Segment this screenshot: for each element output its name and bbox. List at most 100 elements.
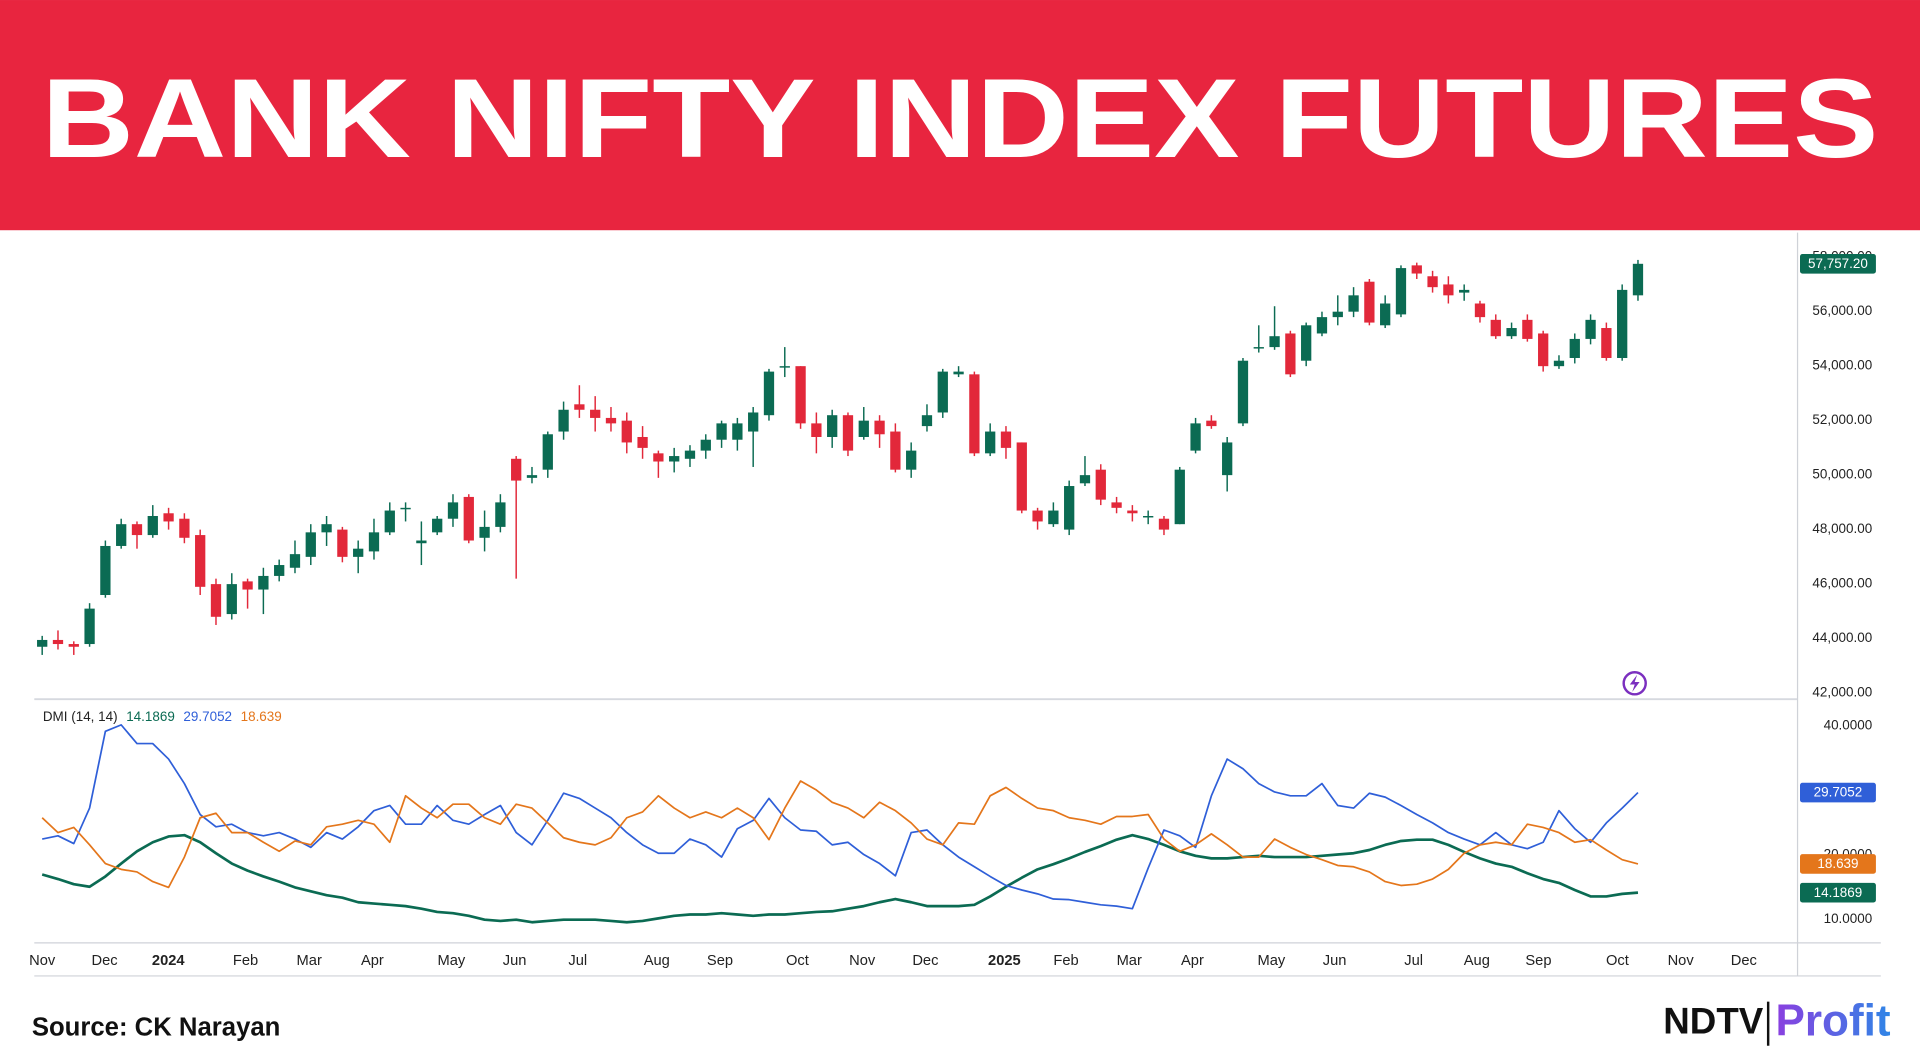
candle-body [37, 639, 48, 647]
x-tick-label: Feb [233, 953, 258, 969]
y-tick-label: 56,000.00 [1812, 303, 1872, 318]
candle-body [495, 502, 506, 527]
candle-body [52, 639, 64, 645]
x-tick-label: Mar [297, 953, 322, 969]
candle-body [842, 415, 854, 451]
candle-body [1237, 360, 1249, 424]
alert-icon-bolt [1629, 674, 1640, 692]
candle-body [337, 529, 348, 557]
candle-body [621, 420, 632, 443]
candle-body [985, 431, 996, 454]
y-tick-label: 40.0000 [1824, 718, 1873, 733]
last-value-badge [1800, 882, 1876, 903]
candle-body [653, 453, 664, 462]
candle-body [858, 420, 869, 437]
y-tick-label: 54,000.00 [1812, 358, 1872, 373]
candle-body [289, 554, 301, 568]
x-tick-label: Apr [1181, 953, 1204, 969]
candle-body [1474, 303, 1486, 318]
x-tick-label: Oct [786, 953, 809, 969]
candle-body [321, 524, 332, 533]
x-tick-label: Feb [1053, 953, 1078, 969]
candle-body [574, 404, 585, 410]
candle-body [1632, 263, 1644, 296]
candle-body [1016, 442, 1027, 511]
legend-value: 14.1869 [126, 709, 175, 724]
candle-body [353, 548, 364, 557]
last-value-label: 18.639 [1817, 856, 1858, 871]
y-tick-label: 46,000.00 [1812, 576, 1872, 591]
candle-body [1585, 319, 1596, 339]
x-tick-label: May [1258, 953, 1286, 969]
candle-body [1332, 311, 1343, 318]
candle-body [1348, 295, 1359, 312]
candle-body [400, 507, 411, 510]
candle-body [100, 545, 111, 596]
candle-body [68, 644, 79, 647]
candle-body [384, 510, 395, 533]
candle-body [195, 535, 206, 587]
candle-body [637, 436, 648, 448]
candle-body [1506, 328, 1517, 337]
candle-body [1522, 319, 1533, 339]
candle-body [84, 608, 95, 645]
candle-body [447, 502, 459, 519]
candle-body [131, 524, 143, 536]
chart-title: BANK NIFTY INDEX FUTURES [42, 55, 1879, 181]
candle-body [1411, 265, 1422, 274]
title-banner [0, 0, 1920, 231]
indicator-line [41, 780, 1639, 889]
indicator-label: DMI (14, 14) [43, 709, 118, 724]
candle-body [163, 513, 174, 522]
candle-body [811, 423, 822, 437]
candle-body [921, 415, 933, 427]
candle-body [1427, 276, 1438, 288]
candle-body [1301, 325, 1312, 361]
candle-body [305, 532, 316, 557]
source-note: Source: CK Narayan [32, 1013, 281, 1041]
candle-body [1617, 289, 1628, 358]
candle-body [1285, 333, 1296, 375]
candle-body [1111, 502, 1122, 508]
last-value-badge [1800, 854, 1876, 874]
candle-body [1395, 268, 1407, 315]
y-tick-label: 48,000.00 [1812, 521, 1872, 536]
candle-body [1048, 510, 1059, 525]
x-tick-label: Apr [361, 953, 384, 969]
x-tick-label: Mar [1117, 953, 1142, 969]
candle-body [1538, 333, 1549, 367]
candle-body [1079, 475, 1091, 484]
candle-body [432, 518, 443, 533]
candle-body [906, 450, 917, 470]
x-tick-label: Dec [912, 953, 938, 969]
last-value-badge [1800, 782, 1876, 803]
candle-body [1206, 420, 1217, 427]
candle-body [1380, 303, 1391, 326]
x-tick-label: Nov [849, 953, 876, 969]
candle-body [590, 409, 601, 418]
labels: Nov Dec 2024 Feb Mar Apr May Jun Jul Aug Sep Oct Nov… [29, 249, 1876, 969]
x-tick-label: Jul [568, 953, 587, 969]
candle-body [1158, 518, 1170, 530]
x-tick-label: Aug [644, 953, 670, 969]
last-value-badge [1800, 254, 1876, 274]
x-tick-label: Nov [1668, 953, 1695, 969]
x-tick-label: Aug [1464, 953, 1490, 969]
candle-body [700, 439, 711, 451]
indicator-line [41, 833, 1639, 924]
legend-value: 29.7052 [183, 709, 232, 724]
candle-body [1316, 317, 1328, 334]
candle-body [1601, 328, 1612, 358]
candle-body [368, 532, 380, 552]
candle-body [542, 434, 553, 470]
y-tick-label: 10.0000 [1824, 911, 1873, 926]
candle-body [242, 581, 253, 590]
candle-body [1269, 336, 1280, 348]
last-value-label: 57,757.20 [1808, 256, 1868, 271]
candle-body [1490, 319, 1501, 337]
candle-body [1190, 423, 1201, 451]
candle-body [463, 496, 474, 541]
candle-body [669, 456, 680, 462]
candle-body [116, 524, 127, 546]
